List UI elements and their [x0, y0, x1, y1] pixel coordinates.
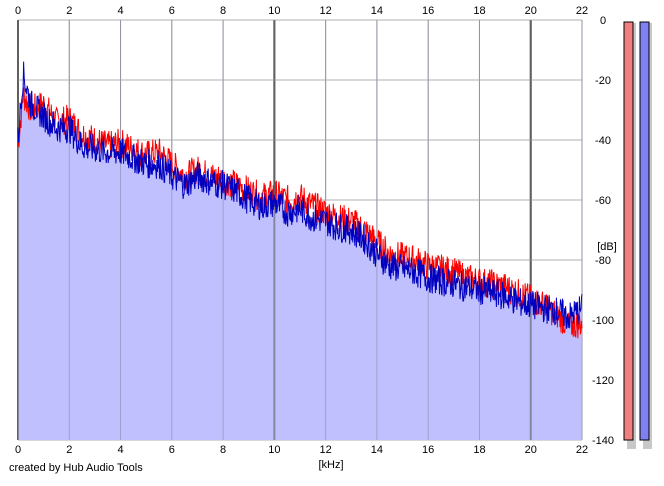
x-tick-label-bottom: 10 — [268, 444, 280, 456]
y-tick-label: -120 — [592, 375, 614, 387]
x-tick-label: 16 — [422, 5, 434, 17]
x-tick-label-bottom: 0 — [15, 444, 21, 456]
x-tick-label-bottom: 12 — [320, 444, 332, 456]
y-axis-label: [dB] — [597, 241, 617, 253]
x-tick-label-bottom: 22 — [576, 444, 588, 456]
level-meter-1 — [623, 21, 634, 441]
level-meter-2 — [639, 21, 650, 441]
x-tick-label-bottom: 4 — [117, 444, 123, 456]
x-tick-label-bottom: 8 — [220, 444, 226, 456]
x-tick-label-bottom: 18 — [473, 444, 485, 456]
x-tick-label-bottom: 2 — [66, 444, 72, 456]
y-tick-label: 0 — [600, 15, 606, 27]
x-tick-label: 12 — [320, 5, 332, 17]
credit-text: created by Hub Audio Tools — [9, 462, 143, 474]
y-tick-label: -20 — [595, 75, 611, 87]
x-tick-label-bottom: 14 — [371, 444, 383, 456]
x-tick-label: 0 — [15, 5, 21, 17]
y-tick-label: -140 — [592, 435, 614, 447]
x-tick-label: 2 — [66, 5, 72, 17]
x-tick-label-bottom: 16 — [422, 444, 434, 456]
x-tick-label: 20 — [525, 5, 537, 17]
x-tick-label-bottom: 20 — [525, 444, 537, 456]
x-axis-label: [kHz] — [318, 459, 343, 471]
y-tick-label: -60 — [595, 195, 611, 207]
x-tick-label: 10 — [268, 5, 280, 17]
x-tick-label-bottom: 6 — [169, 444, 175, 456]
y-tick-label: -40 — [595, 135, 611, 147]
x-tick-label: 18 — [473, 5, 485, 17]
y-tick-label: -100 — [592, 315, 614, 327]
x-tick-label: 8 — [220, 5, 226, 17]
x-tick-label: 6 — [169, 5, 175, 17]
x-tick-label: 22 — [576, 5, 588, 17]
x-tick-label: 14 — [371, 5, 383, 17]
x-tick-label: 4 — [117, 5, 123, 17]
y-tick-label: -80 — [595, 255, 611, 267]
series-line-2 — [17, 61, 583, 329]
